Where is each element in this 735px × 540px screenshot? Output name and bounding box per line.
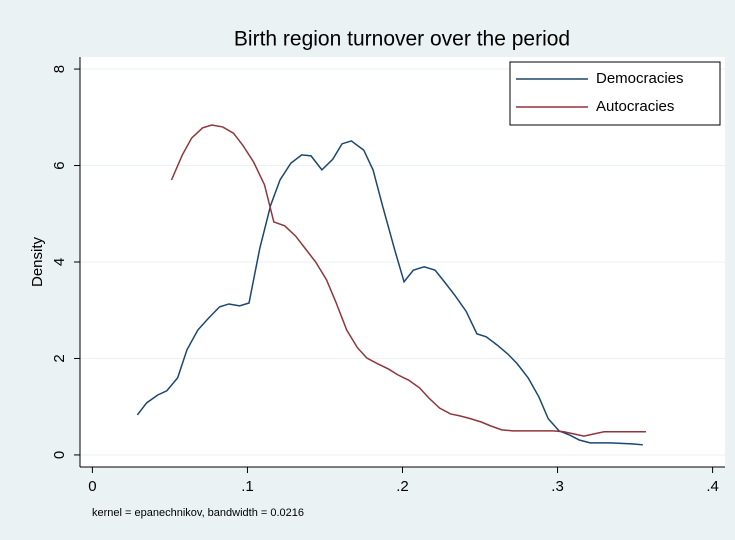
- x-tick-label: .4: [706, 478, 719, 495]
- legend-label: Autocracies: [596, 98, 674, 115]
- series-line: [170, 124, 646, 437]
- x-tick-label: .3: [551, 478, 564, 495]
- legend: [509, 61, 721, 126]
- x-tick-label: .2: [396, 478, 409, 495]
- note: kernel = epanechnikov, bandwidth = 0.021…: [92, 507, 304, 519]
- y-axis-label: Density: [29, 236, 46, 287]
- y-tick-label: 4: [51, 258, 68, 266]
- y-tick-label: 6: [51, 161, 68, 169]
- legend-label: Democracies: [596, 70, 684, 87]
- chart-title: Birth region turnover over the period: [234, 28, 570, 51]
- x-tick-label: 0: [88, 478, 96, 495]
- series-line: [136, 140, 643, 446]
- y-tick-label: 2: [51, 354, 68, 362]
- x-tick-label: .1: [241, 478, 254, 495]
- y-tick-label: 8: [51, 65, 68, 73]
- y-tick-label: 0: [51, 451, 68, 459]
